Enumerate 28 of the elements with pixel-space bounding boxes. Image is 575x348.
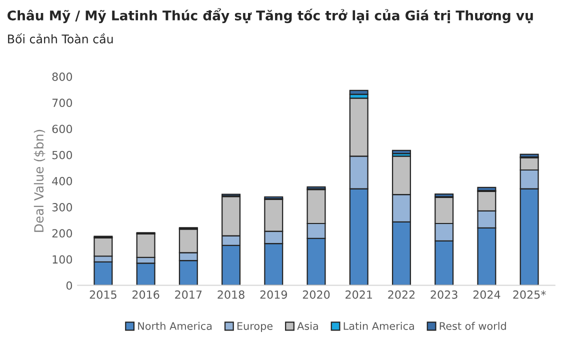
- chart-subtitle: Bối cảnh Toàn cầu: [8, 33, 113, 44]
- y-tick-label: 600: [52, 124, 72, 134]
- legend-label: Asia: [297, 322, 318, 330]
- legend-label: Europe: [237, 322, 273, 332]
- x-tick-label: 2022: [388, 290, 414, 299]
- y-tick-label: 300: [52, 203, 72, 212]
- x-tick-label: 2023: [430, 290, 458, 299]
- x-tick-label: 2024: [473, 290, 500, 299]
- y-tick-label: 700: [52, 98, 72, 108]
- x-tick-label: 2017: [175, 290, 202, 299]
- legend-label: Rest of world: [440, 322, 506, 330]
- legend-label: North America: [138, 322, 212, 330]
- x-tick-label: 2016: [132, 290, 160, 299]
- x-tick-label: 2019: [260, 290, 287, 299]
- y-tick-label: 100: [52, 255, 72, 264]
- x-tick-label: 2015: [90, 290, 116, 299]
- y-tick-label: 200: [52, 229, 72, 238]
- y-axis-title: Deal Value ($bn): [34, 130, 46, 232]
- x-tick-label: 2018: [218, 290, 244, 299]
- legend-label: Latin America: [344, 322, 414, 330]
- chart-title: Châu Mỹ / Mỹ Latinh Thúc đẩy sự Tăng tốc trở lại của Giá trị Thương vụ: [8, 8, 533, 24]
- y-tick-label: 800: [52, 72, 72, 81]
- y-tick-label: 400: [52, 176, 72, 186]
- y-tick-label: 0: [66, 281, 72, 290]
- x-tick-label: 2020: [302, 290, 330, 299]
- y-tick-label: 500: [52, 150, 72, 160]
- x-tick-label: 2025*: [513, 290, 546, 299]
- x-tick-label: 2021: [346, 290, 372, 299]
